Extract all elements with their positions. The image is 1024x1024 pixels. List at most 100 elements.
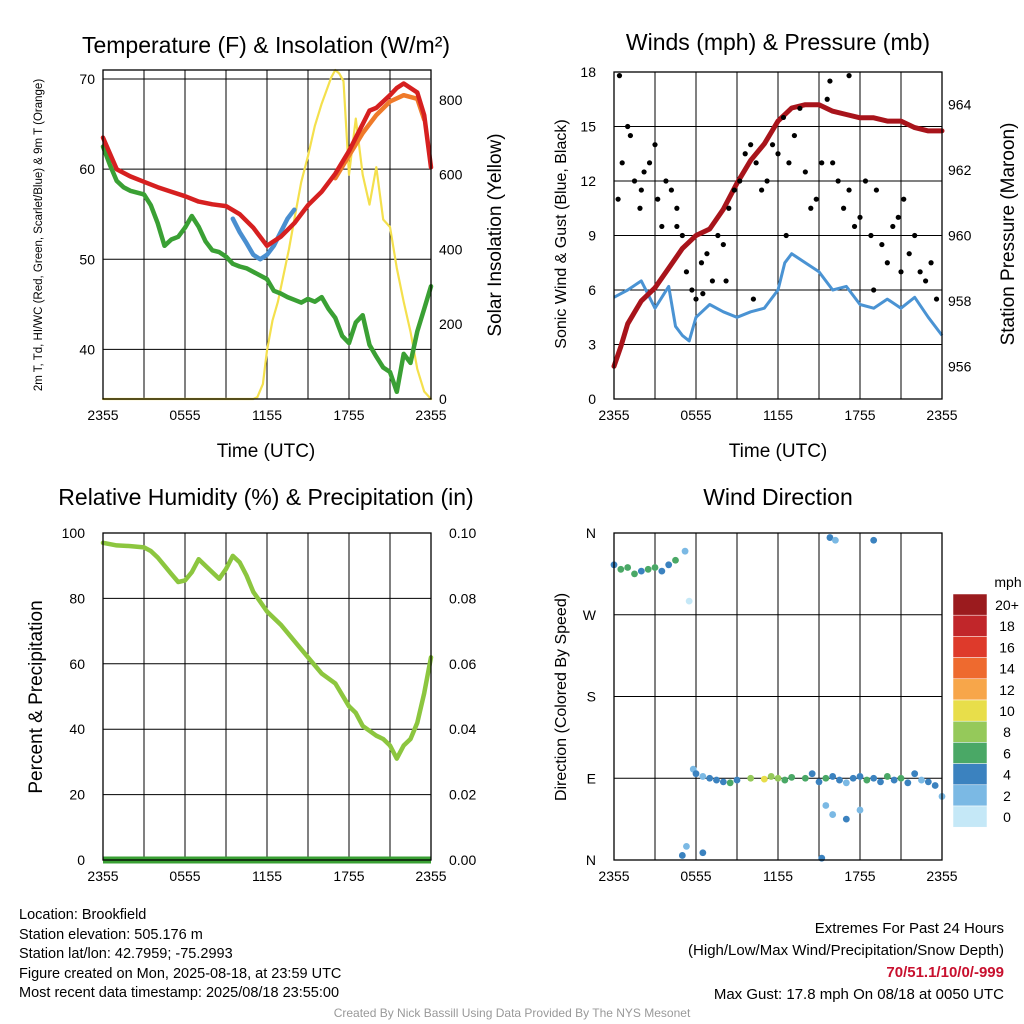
gust-point bbox=[726, 205, 732, 211]
direction-point bbox=[644, 565, 652, 573]
gust-point bbox=[928, 260, 934, 266]
colorbar-swatch bbox=[952, 678, 988, 701]
x-tick-label: 2355 bbox=[415, 868, 446, 884]
y-right-tick-label: 962 bbox=[948, 162, 972, 178]
y-right-tick-label: 800 bbox=[439, 92, 463, 108]
y-tick-label: 60 bbox=[79, 161, 95, 177]
series-line-td bbox=[100, 144, 434, 395]
gust-point bbox=[679, 232, 685, 239]
y-right-tick-label: 0.06 bbox=[449, 656, 476, 672]
direction-point bbox=[637, 567, 645, 575]
y-right-tick-label: 956 bbox=[948, 358, 972, 374]
colorbar-label: 8 bbox=[1003, 724, 1011, 740]
gust-point bbox=[827, 78, 833, 84]
gust-point bbox=[890, 223, 896, 230]
gust-point bbox=[742, 151, 748, 157]
gust-point bbox=[737, 178, 743, 184]
gust-point bbox=[775, 151, 781, 157]
colorbar-swatch bbox=[952, 763, 988, 786]
direction-point bbox=[733, 776, 741, 784]
direction-point bbox=[692, 770, 700, 778]
colorbar-swatch bbox=[952, 742, 988, 764]
direction-point bbox=[747, 774, 755, 782]
series-line-2m-t bbox=[100, 81, 434, 249]
station-info: Location: Brookfield Station elevation: … bbox=[19, 906, 341, 1004]
gust-point bbox=[769, 142, 776, 148]
direction-point bbox=[870, 536, 878, 544]
gust-point bbox=[615, 196, 621, 202]
colorbar-swatch bbox=[952, 636, 988, 658]
rh-panel: 2355 0555 1155 1755 23550204060801000.000.02… bbox=[62, 525, 477, 884]
temp-y-axis-label-right: Solar Insolation (Yellow) bbox=[485, 133, 506, 336]
direction-point bbox=[863, 776, 871, 784]
colorbar-label: 14 bbox=[999, 661, 1015, 677]
y-right-tick-label: 964 bbox=[948, 97, 972, 113]
gust-point bbox=[668, 187, 675, 193]
direction-point bbox=[781, 776, 789, 784]
colorbar-title: mph bbox=[994, 574, 1021, 590]
x-tick-label: 1755 bbox=[333, 407, 364, 423]
gust-point bbox=[731, 187, 737, 193]
x-tick-label: 2355 bbox=[87, 868, 118, 884]
y-tick-label: 60 bbox=[69, 656, 85, 672]
temp-x-axis-label: Time (UTC) bbox=[217, 441, 316, 462]
direction-point bbox=[719, 778, 727, 786]
direction-point bbox=[911, 770, 919, 778]
gust-point bbox=[862, 178, 869, 184]
gust-point bbox=[631, 178, 638, 184]
direction-point bbox=[829, 773, 837, 780]
max-gust-text: Max Gust: 17.8 mph On 08/18 at 0050 UTC bbox=[713, 986, 1004, 1003]
extremes-title: Extremes For Past 24 Hours bbox=[814, 920, 1004, 937]
gust-point bbox=[655, 196, 661, 202]
x-tick-label: 2355 bbox=[926, 868, 957, 884]
direction-point bbox=[822, 802, 830, 809]
colorbar-label: 16 bbox=[999, 639, 1015, 655]
direction-point bbox=[890, 776, 898, 784]
y-right-tick-label: 200 bbox=[439, 316, 463, 332]
direction-point bbox=[681, 547, 689, 555]
colorbar-label: 18 bbox=[999, 618, 1015, 634]
x-tick-label: 1155 bbox=[252, 407, 282, 423]
gust-point bbox=[659, 223, 665, 230]
extremes-box: Extremes For Past 24 Hours (High/Low/Max… bbox=[688, 918, 1004, 1006]
gust-point bbox=[923, 278, 929, 284]
direction-point bbox=[788, 773, 796, 781]
x-tick-label: 2355 bbox=[87, 407, 118, 423]
colorbar-label: 10 bbox=[999, 703, 1015, 719]
gust-point bbox=[835, 178, 841, 184]
gust-point bbox=[802, 169, 808, 175]
extremes-values: 70/51.1/10/0/-999 bbox=[886, 964, 1004, 981]
dir-panel-title: Wind Direction bbox=[703, 484, 853, 510]
gust-point bbox=[851, 223, 858, 230]
direction-point bbox=[706, 774, 714, 782]
x-tick-label: 1755 bbox=[333, 868, 364, 884]
gust-point bbox=[824, 96, 830, 102]
gust-point bbox=[693, 296, 699, 302]
y-tick-label: 40 bbox=[79, 341, 95, 357]
series-line-rh bbox=[100, 540, 434, 761]
colorbar-label: 2 bbox=[1003, 788, 1011, 804]
direction-point bbox=[877, 778, 884, 786]
plot-border bbox=[102, 69, 432, 400]
direction-point bbox=[924, 778, 932, 786]
y-tick-label: N bbox=[586, 852, 596, 868]
gust-point bbox=[780, 114, 787, 121]
gust-point bbox=[846, 187, 852, 193]
gust-point bbox=[683, 269, 690, 275]
direction-point bbox=[685, 597, 693, 605]
wind-panel-title: Winds (mph) & Pressure (mb) bbox=[626, 29, 930, 55]
y-right-tick-label: 958 bbox=[948, 293, 972, 309]
series-line-sonic-wind bbox=[613, 252, 944, 343]
colorbar-swatch bbox=[952, 614, 988, 637]
gust-point bbox=[868, 232, 874, 239]
gust-point bbox=[750, 296, 757, 302]
gust-point bbox=[709, 278, 716, 284]
wind-y-axis-label-right: Station Pressure (Maroon) bbox=[998, 123, 1019, 346]
plot-border bbox=[613, 71, 943, 400]
gust-point bbox=[689, 287, 695, 293]
direction-point bbox=[849, 774, 857, 782]
gust-point bbox=[857, 214, 863, 220]
gust-point bbox=[898, 269, 904, 275]
y-right-tick-label: 0.02 bbox=[449, 787, 476, 803]
